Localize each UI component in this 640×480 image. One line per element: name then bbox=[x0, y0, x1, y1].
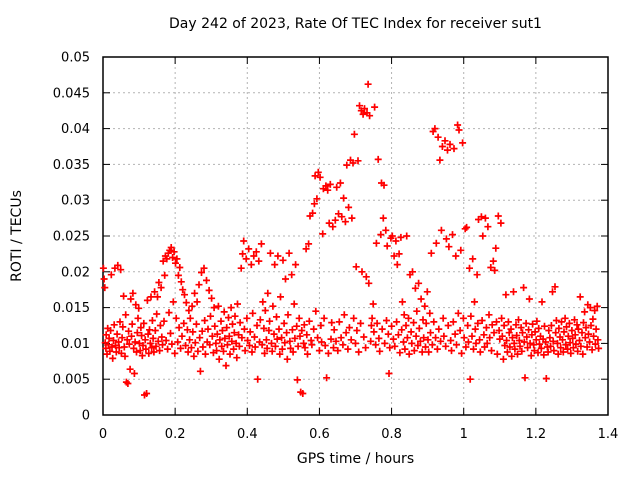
y-tick-label: 0.005 bbox=[53, 373, 90, 388]
y-axis-label: ROTI / TECUs bbox=[9, 190, 25, 282]
x-tick-label: 0.2 bbox=[165, 427, 186, 442]
y-tick-label: 0.025 bbox=[53, 230, 90, 245]
x-tick-label: 1.2 bbox=[526, 427, 547, 442]
y-tick-label: 0.05 bbox=[61, 51, 90, 66]
x-axis-label: GPS time / hours bbox=[296, 451, 415, 467]
x-tick-label: 0.6 bbox=[309, 427, 330, 442]
x-tick-label: 1.4 bbox=[598, 427, 619, 442]
x-tick-label: 1 bbox=[460, 427, 468, 442]
y-tick-label: 0.035 bbox=[53, 158, 90, 173]
y-tick-label: 0.03 bbox=[61, 194, 90, 209]
chart-title: Day 242 of 2023, Rate Of TEC Index for r… bbox=[169, 16, 542, 32]
y-tick-label: 0 bbox=[82, 409, 90, 424]
y-tick-label: 0.045 bbox=[53, 86, 90, 101]
y-tick-label: 0.02 bbox=[61, 265, 90, 280]
y-tick-label: 0.04 bbox=[61, 122, 90, 137]
x-tick-label: 0.8 bbox=[381, 427, 402, 442]
y-tick-label: 0.015 bbox=[53, 301, 90, 316]
scatter-points bbox=[99, 80, 603, 399]
x-tick-label: 0 bbox=[99, 427, 107, 442]
x-tick-label: 0.4 bbox=[237, 427, 258, 442]
plot-border bbox=[102, 56, 609, 416]
y-tick-label: 0.01 bbox=[61, 337, 90, 352]
